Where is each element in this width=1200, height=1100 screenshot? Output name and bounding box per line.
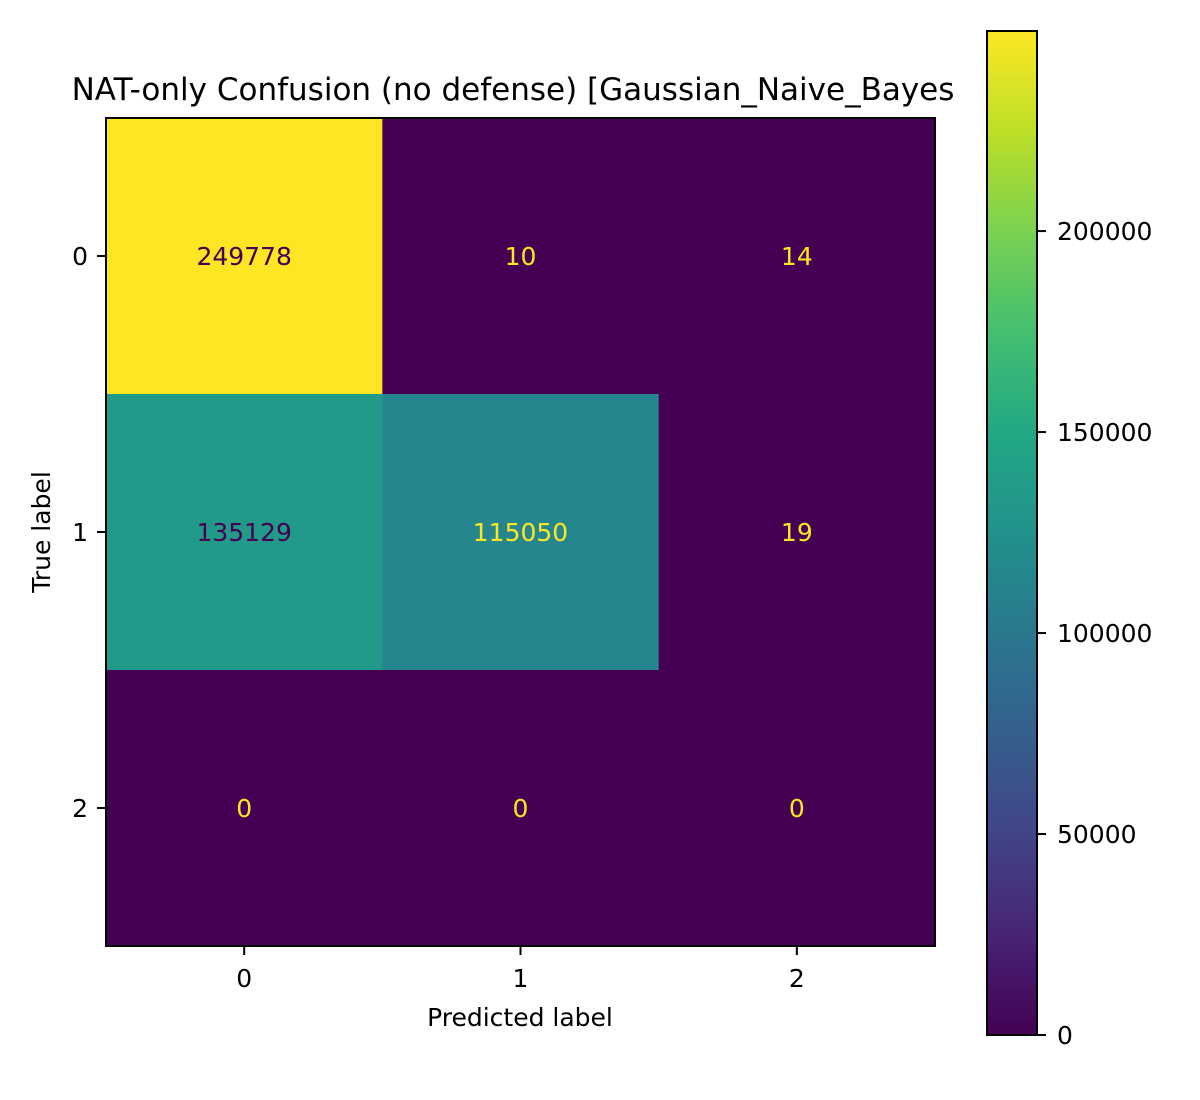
cell-value-r0-c0: 249778 [196,242,291,271]
x-axis-label: Predicted label [427,1003,613,1032]
colorbar-gradient [986,30,1038,1036]
matrix-cell-r1-c0 [106,394,383,671]
colorbar-ticks: 0 50000 100000 150000 200000 [1037,217,1152,1050]
cell-value-r0-c2: 14 [781,242,813,271]
colorbar-tick-label-1: 50000 [1057,820,1137,849]
colorbar-tick-label-0: 0 [1057,1021,1073,1050]
colorbar-tick-label-3: 150000 [1057,418,1152,447]
y-tick-label-1: 1 [72,518,88,547]
matrix-cell-r2-c2 [658,670,936,947]
matrix-cell-r1-c2 [658,394,936,671]
y-axis-ticks: 0 1 2 [72,242,106,823]
cell-value-r0-c1: 10 [505,242,537,271]
cell-value-r2-c0: 0 [236,794,252,823]
cell-value-r1-c2: 19 [781,518,813,547]
matrix-cells [106,118,936,947]
matrix-cell-r2-c1 [382,670,660,947]
cell-value-r1-c0: 135129 [196,518,291,547]
matrix-cell-r0-c1 [382,118,660,395]
matrix-cell-r2-c0 [106,670,383,947]
matrix-cell-labels: 249778 10 14 135129 115050 19 0 0 0 [196,242,812,823]
x-axis-ticks: 0 1 2 [236,946,805,993]
colorbar-tick-label-2: 100000 [1057,619,1152,648]
y-tick-label-2: 2 [72,794,88,823]
y-tick-label-0: 0 [72,242,88,271]
cell-value-r2-c1: 0 [513,794,529,823]
matrix-cell-r1-c1 [382,394,660,671]
cell-value-r2-c2: 0 [789,794,805,823]
x-tick-label-1: 1 [513,964,529,993]
matrix-cell-r0-c2 [658,118,936,395]
matrix-cell-r0-c0 [106,118,383,395]
chart-title: NAT-only Confusion (no defense) [Gaussia… [72,72,955,108]
colorbar-tick-label-4: 200000 [1057,217,1152,246]
x-tick-label-2: 2 [789,964,805,993]
cell-value-r1-c1: 115050 [473,518,568,547]
x-tick-label-0: 0 [236,964,252,993]
y-axis-label: True label [27,471,56,594]
